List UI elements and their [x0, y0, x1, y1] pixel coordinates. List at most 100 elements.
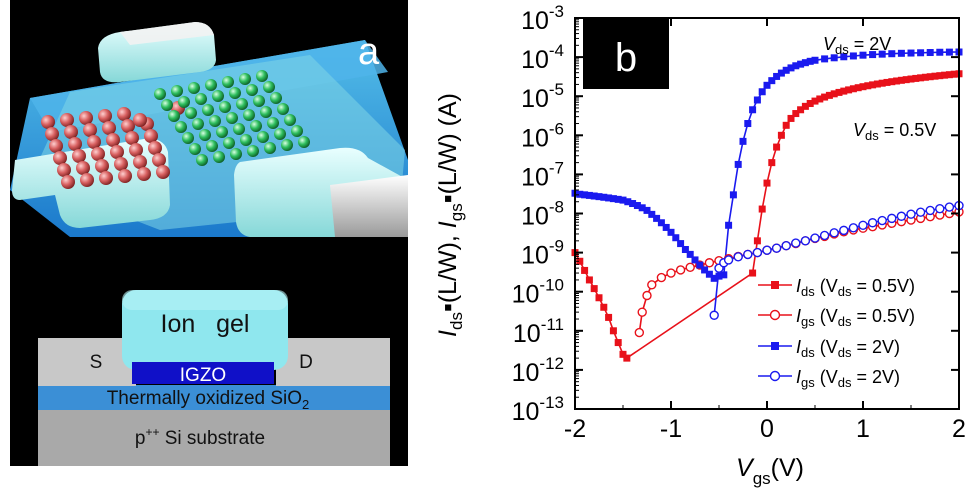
charge-sphere: [298, 136, 310, 148]
data-point-1: [657, 274, 665, 282]
ion-sphere: [72, 149, 86, 163]
charge-sphere: [213, 151, 225, 163]
charge-sphere: [229, 87, 241, 99]
charge-sphere: [189, 143, 201, 155]
charge-sphere: [246, 84, 258, 96]
data-point-0: [754, 237, 761, 244]
ion-sphere: [57, 163, 71, 177]
legend-marker: [771, 311, 780, 320]
charge-sphere: [264, 142, 276, 154]
source-contact: [38, 338, 136, 386]
legend-marker: [771, 281, 779, 289]
ion-sphere: [61, 175, 75, 189]
data-point-2: [946, 49, 953, 56]
source-label: S: [90, 352, 103, 373]
data-point-3: [753, 249, 761, 257]
ion-sphere: [137, 167, 151, 181]
charge-sphere: [274, 128, 286, 140]
ion-gel-label: Ion gel: [161, 310, 250, 338]
data-point-2: [720, 271, 727, 278]
charge-sphere: [209, 115, 221, 127]
data-point-2: [740, 138, 747, 145]
data-point-2: [754, 96, 761, 103]
ion-sphere: [156, 165, 170, 179]
device-3d-illustration: a: [10, 0, 408, 237]
ion-sphere: [49, 139, 63, 153]
ion-sphere: [106, 133, 120, 147]
ion-sphere: [64, 125, 78, 139]
transfer-curve-chart: b Vds = 2V Vds = 0.5V 10-1310-1210-1110-…: [408, 0, 969, 489]
charge-sphere: [168, 110, 180, 122]
data-point-0: [591, 285, 598, 292]
data-point-2: [749, 106, 756, 113]
x-tick-label: -1: [660, 415, 682, 443]
data-point-3: [840, 226, 848, 234]
ion-sphere: [144, 129, 158, 143]
data-point-0: [759, 206, 766, 213]
charge-sphere: [219, 101, 231, 113]
ion-sphere: [76, 161, 90, 175]
ion-sphere: [110, 145, 124, 159]
charge-sphere: [154, 88, 166, 100]
data-point-2: [812, 57, 819, 64]
charge-sphere: [216, 126, 228, 138]
data-point-0: [581, 267, 588, 274]
charge-sphere: [267, 117, 279, 129]
legend-label: Igs (Vds = 0.5V): [796, 306, 915, 329]
legend-marker: [771, 372, 780, 381]
ion-sphere: [79, 111, 93, 125]
data-point-3: [869, 219, 877, 227]
charge-sphere: [205, 79, 217, 91]
charge-sphere: [256, 70, 268, 82]
data-point-0: [610, 327, 617, 334]
ion-sphere: [152, 153, 166, 167]
data-point-3: [744, 250, 752, 258]
charge-sphere: [257, 131, 269, 143]
charge-sphere: [247, 145, 259, 157]
ion-sphere: [148, 141, 162, 155]
charge-sphere: [291, 125, 303, 137]
ion-sphere: [99, 171, 113, 185]
drain-label: D: [299, 352, 313, 373]
charge-sphere: [199, 129, 211, 141]
charge-sphere: [222, 76, 234, 88]
data-point-3: [878, 217, 886, 225]
data-point-3: [773, 244, 781, 252]
drain-contact: [276, 338, 390, 386]
charge-sphere: [171, 85, 183, 97]
data-point-2: [908, 50, 915, 57]
data-point-3: [763, 246, 771, 254]
data-point-1: [638, 308, 646, 316]
ion-sphere: [133, 155, 147, 169]
data-point-2: [936, 49, 943, 56]
charge-sphere: [230, 148, 242, 160]
data-point-3: [907, 210, 915, 218]
data-point-0: [600, 304, 607, 311]
charge-sphere: [243, 109, 255, 121]
data-point-2: [821, 55, 828, 62]
x-tick-label: 1: [856, 415, 870, 443]
data-point-0: [783, 122, 790, 129]
ion-sphere: [98, 109, 112, 123]
charge-sphere: [240, 134, 252, 146]
data-point-3: [782, 242, 790, 250]
charge-sphere: [212, 90, 224, 102]
charge-sphere: [202, 104, 214, 116]
ion-sphere: [83, 123, 97, 137]
ion-sphere: [121, 119, 135, 133]
charge-sphere: [260, 106, 272, 118]
data-point-1: [635, 329, 643, 337]
data-point-0: [605, 314, 612, 321]
data-point-1: [686, 263, 694, 271]
data-point-2: [725, 222, 732, 229]
ion-sphere: [102, 121, 116, 135]
data-point-2: [898, 50, 905, 57]
ion-sphere: [114, 157, 128, 171]
ion-sphere: [95, 159, 109, 173]
data-point-0: [768, 159, 775, 166]
panel-b-label: b: [615, 36, 637, 80]
data-point-0: [773, 144, 780, 151]
charge-sphere: [195, 93, 207, 105]
data-point-0: [623, 355, 630, 362]
charge-sphere: [192, 118, 204, 130]
